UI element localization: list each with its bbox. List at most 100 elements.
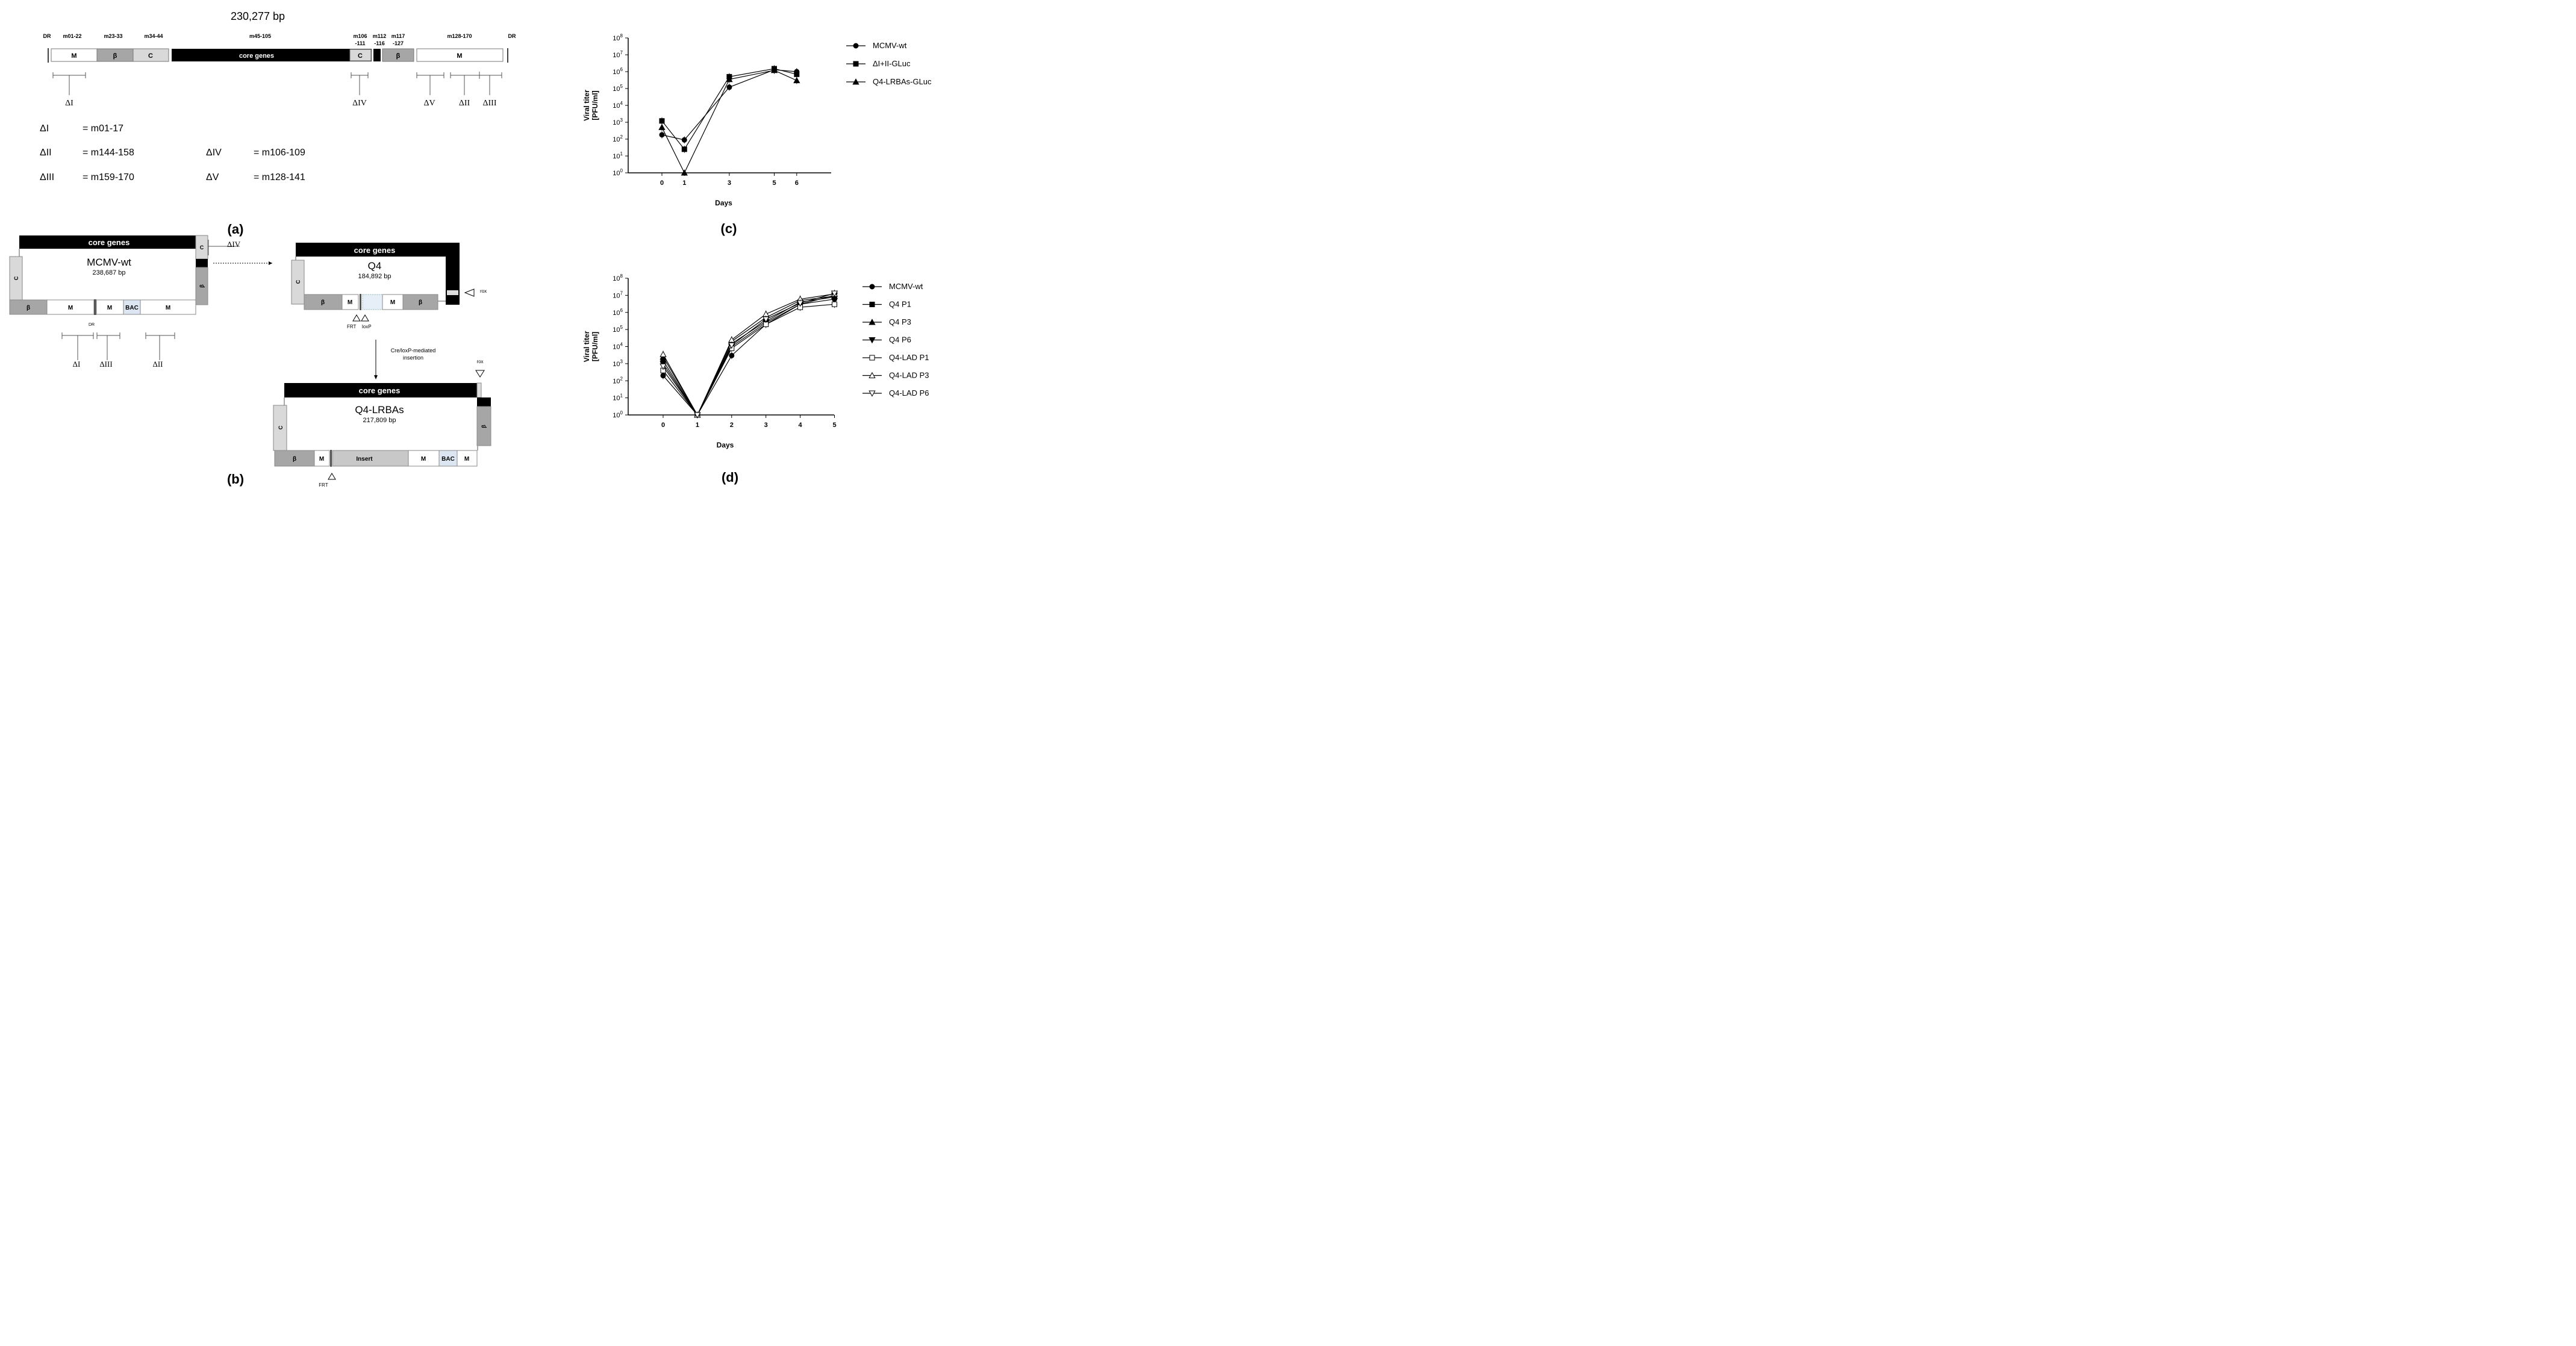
panel-a: 230,277 bp DR DR m01-22 m23-33 m34-44 m4… [40,10,516,237]
region-m01-22-label: m01-22 [63,33,81,39]
panel_d-legend-marker-2 [869,319,876,325]
wt-right-beta-box [195,267,208,305]
genome-size-label: 230,277 bp [231,10,285,22]
panel_d-legend-label-1: Q4 P1 [889,300,911,309]
panel_c-series-2-point [658,123,666,130]
lrbas-bottom-m3 [457,450,478,467]
panel_d-y-tick-label: 103 [613,359,623,368]
dr-left-label: DR [43,33,51,39]
panel_c-legend-marker-2 [852,78,859,85]
panel_c-legend-label-2: Q4-LRBAs-GLuc [873,77,932,86]
legend-d3-name: ΔIII [40,172,54,182]
segment-m112-116 [373,49,381,61]
plasmid-mcmv-wt: core genes C MCMV-wt 238,687 bp C β β M … [9,235,241,369]
panel_d-x-tick-label: 3 [764,422,768,429]
segment-beta-right [382,48,414,62]
deletion-mark-d1: ΔI [65,99,73,108]
region-m127-label: -127 [393,40,404,46]
panel_d-series-0-point [729,352,735,358]
panel-a-label: (a) [228,222,244,237]
panel_c-x-axis-label: Days [715,199,732,207]
region-m128-170-label: m128-170 [447,33,472,39]
q4-bottom-beta1-label: β [321,299,325,306]
legend-d5-name: ΔV [206,172,219,182]
segment-c-left-label: C [148,52,153,60]
chart-c: 100 101 102 103 104 105 106 107 108 0 1 3 5 6 Days Vira… [582,33,932,207]
panel_d-series-line-6 [663,293,835,416]
region-m45-105-label: m45-105 [249,33,271,39]
panel_c-series-0-point [681,137,687,143]
panel_c-x-tick-label: 0 [660,179,664,187]
legend-d1-value: = m01-17 [83,123,123,134]
panel_d-y-axis-label-2: [PFU/ml] [591,332,599,361]
deletion-mark-d2: ΔII [459,99,470,108]
panel_c-series-0-point [726,84,732,90]
panel_d-y-tick-label: 102 [613,376,623,385]
wt-bottom-m1 [46,299,95,315]
q4-core-genes-label: core genes [354,246,396,255]
lrbas-left-c-label: C [278,425,284,429]
panel_c-x-tick-label: 6 [795,179,799,187]
panel_d-series-6-point [763,316,770,323]
wt-mark-d1: ΔI [73,360,81,369]
q4-left-c-box [291,260,305,305]
panel_d-series-line-1 [663,296,835,416]
q4-rox-label: rox [480,288,487,294]
panel_c-series-2-point [726,75,733,83]
q4-bottom-beta2 [402,294,438,310]
wt-right-c-label: C [200,245,204,251]
region-m116-label: -116 [374,40,385,46]
segment-m-right-label: M [457,52,462,60]
segment-beta-right-label: β [396,52,401,60]
lrbas-right-black-box [477,397,491,407]
lrbas-bottom-insert [332,450,409,467]
wt-bottom-bac [123,299,141,315]
q4-right-black-box [446,243,460,305]
panel_d-x-tick-label: 1 [696,422,699,429]
panel_c-y-tick-label: 107 [613,50,623,59]
lrbas-frt-triangle [328,473,336,480]
segment-core-genes [172,49,372,61]
wt-core-genes-label: core genes [89,238,130,247]
deletion-mark-d4: ΔIV [352,99,367,108]
wt-bottom-beta [9,299,48,315]
region-m34-44-label: m34-44 [144,33,163,39]
region-m23-33-label: m23-33 [104,33,122,39]
q4-loxp-label: loxP [362,324,372,329]
panel_c-y-tick-label: 101 [613,151,623,160]
panel_d-legend-label-2: Q4 P3 [889,317,911,326]
panel_c-y-tick-label: 105 [613,84,623,93]
panel_c-y-tick-label: 102 [613,134,623,143]
panel_c-x-tick-label: 5 [772,179,776,187]
wt-mark-d2: ΔII [152,360,163,369]
panel_d-series-line-3 [663,294,835,416]
panel_d-series-line-2 [663,296,835,416]
q4-to-lrbas-arrowhead [374,375,378,379]
panel_d-legend-label-6: Q4-LAD P6 [889,388,929,397]
q4-rox-site [447,290,458,295]
wt-bottom-m3-label: M [166,305,170,311]
q4-left-c-label: C [295,279,301,284]
panel_c-series-2-point [770,66,778,73]
lrbas-bottom-m1-label: M [319,456,324,463]
lrbas-right-beta-label: β [481,425,487,428]
panel_c-x-tick-label: 3 [728,179,731,187]
panel_d-y-tick-label: 100 [613,410,623,419]
lrbas-bottom-insert-label: Insert [356,456,373,463]
panel_c-legend-marker-1 [853,61,859,67]
cre-loxp-label: Cre/loxP-mediated [391,347,436,354]
panel_c-series-1-point [659,118,665,124]
q4-name: Q4 [368,260,382,272]
panel_d-x-tick-label: 4 [799,422,803,429]
region-m117-label: m117 [391,33,405,39]
segment-m-right [416,48,504,62]
q4-bottom-m2-label: M [390,299,395,306]
lrbas-rox-triangle [475,370,485,378]
deletion-brackets [52,72,502,95]
segment-c-left [133,48,169,62]
chart-d: 100 101 102 103 104 105 106 107 108 0 1 2 3 4 5 Days Vir… [582,273,929,449]
panel_d-x-tick-label: 5 [832,422,836,429]
segment-beta-left-label: β [113,52,117,60]
panel_c-y-axis-label-2: [PFU/ml] [591,90,599,120]
panel_d-y-tick-label: 104 [613,342,623,351]
